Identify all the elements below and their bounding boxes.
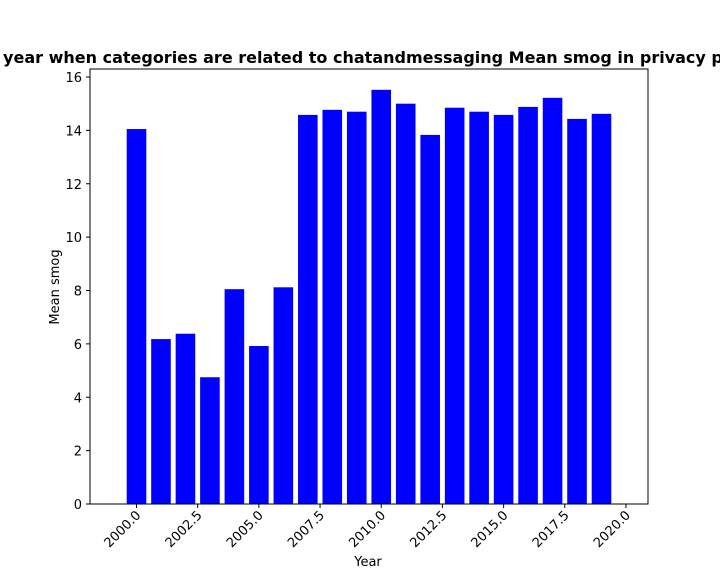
bar-2009 [346,111,367,504]
bar-2019 [591,113,612,505]
y-tick-label: 8 [74,285,82,300]
bar-2012 [420,134,440,504]
bar-2017 [542,97,563,504]
bar-2018 [567,118,587,504]
chart-title: Mean smog by year when categories are re… [0,48,720,67]
bar-2016 [518,106,538,505]
y-tick-label: 0 [74,498,82,513]
bar-2013 [444,107,465,504]
y-tick-label: 16 [65,71,82,86]
y-tick-label: 12 [65,178,82,193]
x-tick-label: 2015.0 [469,508,512,551]
plot-frame [89,68,649,505]
x-tick-label: 2017.5 [530,508,573,551]
bar-2008 [322,109,343,504]
bar-2010 [371,89,392,504]
y-tick-label: 14 [65,124,82,139]
x-tick-label: 2010.0 [346,508,389,551]
bar-2015 [493,114,514,504]
bar-2001 [151,339,171,504]
bar-2005 [249,346,269,504]
bar-2003 [200,377,220,504]
y-tick-label: 10 [65,231,82,246]
x-tick-label: 2012.5 [407,508,450,551]
x-axis-label: Year [353,555,382,570]
bar-2000 [126,129,147,504]
bar-2006 [273,287,294,504]
bar-2004 [224,289,245,504]
x-tick-label: 2020.0 [591,508,634,551]
bar-2011 [395,103,416,505]
y-tick-label: 6 [74,338,82,353]
y-tick-label: 2 [74,445,82,460]
bar-2002 [175,333,196,504]
x-tick-label: 2002.5 [163,508,206,551]
bars-layer [126,89,612,505]
x-tick-label: 2007.5 [285,508,328,551]
bar-2007 [298,114,318,504]
x-tick-label: 2000.0 [102,508,145,551]
bar-2014 [469,111,489,504]
y-tick-label: 4 [74,391,82,406]
y-axis-label: Mean smog [48,249,63,324]
x-tick-label: 2005.0 [224,508,267,551]
